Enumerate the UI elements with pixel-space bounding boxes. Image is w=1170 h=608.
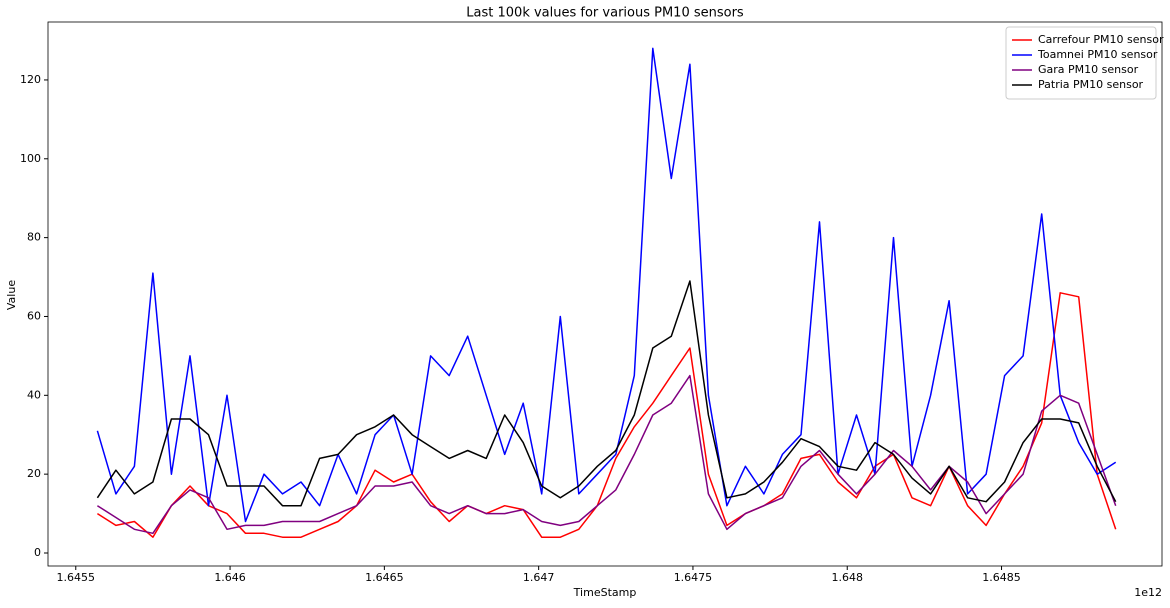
x-tick-label: 1.646 (214, 571, 246, 584)
series-line (96, 292, 1117, 538)
y-tick-label: 40 (27, 388, 41, 401)
x-tick-label: 1.6475 (674, 571, 713, 584)
y-tick-label: 20 (27, 467, 41, 480)
y-tick-label: 120 (20, 73, 41, 86)
y-tick-label: 0 (34, 546, 41, 559)
x-tick-label: 1.647 (523, 571, 555, 584)
y-tick-label: 60 (27, 309, 41, 322)
legend-label: Gara PM10 sensor (1038, 63, 1139, 76)
y-axis-label: Value (5, 280, 18, 310)
series-line (96, 47, 1117, 523)
x-tick-label: 1.6465 (365, 571, 404, 584)
x-tick-label: 1.6455 (57, 571, 96, 584)
series-line (96, 280, 1117, 507)
y-tick-label: 80 (27, 231, 41, 244)
legend-box (1005, 26, 1157, 100)
plot-area (47, 21, 1163, 567)
legend-label: Carrefour PM10 sensor (1038, 33, 1164, 46)
chart-title: Last 100k values for various PM10 sensor… (466, 6, 744, 21)
x-tick-label: 1.6485 (982, 571, 1021, 584)
x-offset-text: 1e12 (1134, 586, 1162, 599)
x-tick-label: 1.648 (831, 571, 863, 584)
legend-label: Patria PM10 sensor (1038, 78, 1144, 91)
x-axis-label: TimeStamp (573, 586, 637, 599)
y-tick-label: 100 (20, 152, 41, 165)
legend-label: Toamnei PM10 sensor (1037, 48, 1158, 61)
